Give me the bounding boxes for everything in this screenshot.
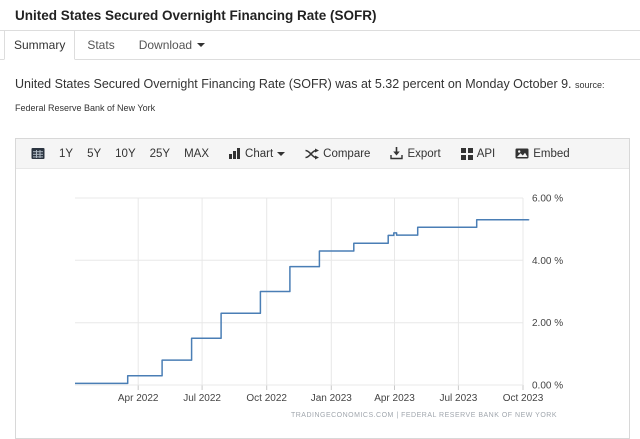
api-grid-icon <box>460 147 473 160</box>
tab-stats-label: Stats <box>87 38 115 52</box>
tab-download[interactable]: Download <box>127 31 217 59</box>
chart-panel: 1Y 5Y 10Y 25Y MAX Chart Compare Export <box>15 138 630 439</box>
page-title: United States Secured Overnight Financin… <box>15 8 377 23</box>
tab-summary[interactable]: Summary <box>4 31 76 60</box>
bar-chart-icon <box>229 148 241 159</box>
chart-type-label: Chart <box>245 147 274 160</box>
source-label: source: <box>575 80 605 90</box>
compare-shuffle-icon <box>305 148 320 160</box>
embed-label: Embed <box>533 147 570 160</box>
embed-button[interactable]: Embed <box>508 148 576 160</box>
svg-text:Apr 2023: Apr 2023 <box>374 393 415 404</box>
tab-download-label: Download <box>138 38 193 52</box>
sofr-chart-svg[interactable]: Apr 2022 Jul 2022 Oct 2022 Jan 2023 Apr 2023… <box>16 169 629 438</box>
svg-text:Jul 2022: Jul 2022 <box>183 393 221 404</box>
svg-text:4.00 %: 4.00 % <box>532 256 563 267</box>
svg-text:6.00 %: 6.00 % <box>532 194 563 205</box>
summary-sentence: United States Secured Overnight Financin… <box>15 73 625 119</box>
tab-summary-label: Summary <box>14 38 66 52</box>
svg-text:Jul 2023: Jul 2023 <box>439 393 477 404</box>
summary-text: United States Secured Overnight Financin… <box>15 77 572 91</box>
chevron-down-icon <box>197 43 206 51</box>
export-label: Export <box>407 147 441 160</box>
page-header: United States Secured Overnight Financin… <box>0 0 640 31</box>
source-note: source: Federal Reserve Bank of New York <box>15 80 605 113</box>
svg-text:Oct 2022: Oct 2022 <box>246 393 287 404</box>
svg-text:Jan 2023: Jan 2023 <box>311 393 353 404</box>
download-export-icon <box>390 147 404 160</box>
compare-label: Compare <box>323 147 371 160</box>
api-label: API <box>476 147 496 160</box>
chart-toolbar: 1Y 5Y 10Y 25Y MAX Chart Compare Export <box>16 139 629 169</box>
source-name: Federal Reserve Bank of New York <box>15 103 156 113</box>
calendar-table-icon <box>31 147 45 160</box>
chart-attribution: TRADINGECONOMICS.COM | FEDERAL RESERVE B… <box>290 412 557 419</box>
range-button-1y[interactable]: 1Y <box>59 147 74 160</box>
compare-button[interactable]: Compare <box>298 148 377 160</box>
calendar-range-button[interactable] <box>24 147 52 160</box>
svg-text:Oct 2023: Oct 2023 <box>503 393 544 404</box>
chevron-down-icon <box>277 151 286 160</box>
svg-text:0.00 %: 0.00 % <box>532 381 563 392</box>
chart-type-button[interactable]: Chart <box>222 148 292 160</box>
range-button-25y[interactable]: 25Y <box>149 147 171 160</box>
embed-image-icon <box>515 148 529 159</box>
svg-text:Apr 2022: Apr 2022 <box>118 393 159 404</box>
svg-text:2.00 %: 2.00 % <box>532 318 563 329</box>
export-button[interactable]: Export <box>383 147 447 160</box>
tab-stats[interactable]: Stats <box>75 31 126 59</box>
range-button-10y[interactable]: 10Y <box>115 147 136 160</box>
range-button-5y[interactable]: 5Y <box>87 147 102 160</box>
range-button-max[interactable]: MAX <box>184 147 210 160</box>
sofr-chart[interactable]: Apr 2022 Jul 2022 Oct 2022 Jan 2023 Apr 2023… <box>16 169 629 438</box>
api-button[interactable]: API <box>454 147 503 160</box>
tab-bar: Summary Stats Download <box>0 31 640 60</box>
